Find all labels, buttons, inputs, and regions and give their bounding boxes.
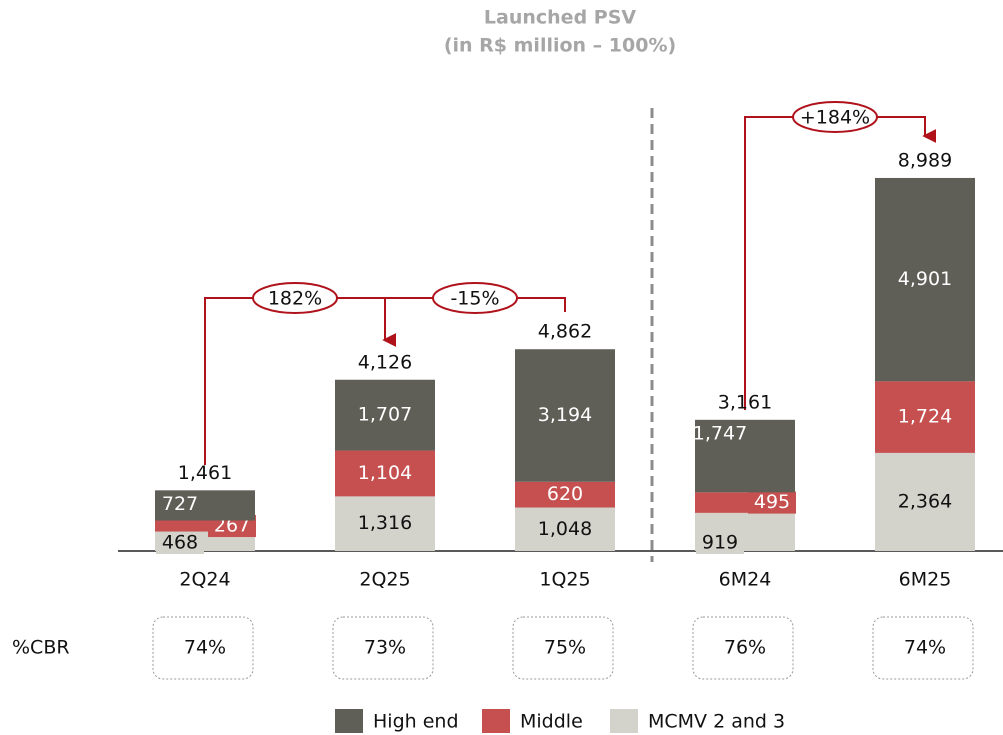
cbr-value: 74% (904, 637, 946, 659)
annotation: +184% (800, 107, 870, 129)
bar-segment (875, 177, 975, 382)
legend-swatch (335, 709, 363, 733)
total-label: 8,989 (898, 149, 952, 171)
cbr-value: 76% (724, 637, 766, 659)
legend-swatch (482, 709, 510, 733)
bar-segment (875, 381, 975, 453)
bar-segment (515, 507, 615, 551)
bar-segment (515, 481, 615, 508)
value-label: 1,316 (358, 512, 412, 534)
cbr-label: %CBR (12, 637, 70, 659)
cbr-box (152, 616, 254, 680)
cbr-value: 74% (184, 637, 226, 659)
value-label: 1,747 (693, 422, 747, 444)
x-tick-label: 2Q24 (179, 569, 230, 591)
total-label: 1,461 (178, 462, 232, 484)
bar-segment (515, 349, 615, 482)
x-tick-label: 6M24 (719, 569, 772, 591)
cbr-box (512, 616, 614, 680)
label-background (696, 532, 744, 554)
annotation-ellipse (252, 282, 338, 314)
value-label: 620 (547, 483, 583, 505)
bar-segment (335, 379, 435, 451)
value-label: 1,724 (898, 406, 952, 428)
cbr-box (692, 616, 794, 680)
value-label: 495 (754, 491, 790, 513)
legend-label: Middle (520, 711, 583, 733)
legend-label: High end (373, 711, 459, 733)
annotation: 182% (268, 288, 322, 310)
annotation: -15% (450, 288, 499, 310)
x-tick-label: 2Q25 (359, 569, 410, 591)
legend-swatch (610, 709, 638, 733)
label-background (156, 532, 204, 554)
bar-segment (155, 490, 255, 521)
cbr-box (332, 616, 434, 680)
cbr-value: 73% (364, 637, 406, 659)
value-label: 1,048 (538, 518, 592, 540)
x-tick-label: 1Q25 (539, 569, 590, 591)
label-background (208, 515, 256, 538)
value-label: 3,194 (538, 404, 592, 426)
total-label: 3,161 (718, 391, 772, 413)
cbr-box (872, 616, 974, 680)
total-label: 4,126 (358, 351, 412, 373)
cbr-value: 75% (544, 637, 586, 659)
legend-label: MCMV 2 and 3 (648, 711, 785, 733)
chart-subtitle: (in R$ million – 100%) (444, 35, 676, 57)
x-tick-label: 6M25 (899, 569, 952, 591)
bar-segment (335, 496, 435, 551)
annotation-ellipse (792, 101, 878, 133)
bar-segment (155, 520, 255, 532)
bar-segment (335, 450, 435, 497)
value-label: 727 (162, 493, 198, 515)
value-label: 919 (702, 532, 738, 554)
value-label: 2,364 (898, 490, 952, 512)
chart-title: Launched PSV (484, 7, 636, 29)
bar-segment (875, 452, 975, 551)
value-label: 1,104 (358, 462, 412, 484)
annotation-ellipse (432, 282, 518, 314)
total-label: 4,862 (538, 321, 592, 343)
bar-segment (695, 419, 795, 493)
value-label: 1,707 (358, 404, 412, 426)
label-background (748, 491, 796, 514)
value-label: 4,901 (898, 268, 952, 290)
value-label: 468 (162, 532, 198, 554)
